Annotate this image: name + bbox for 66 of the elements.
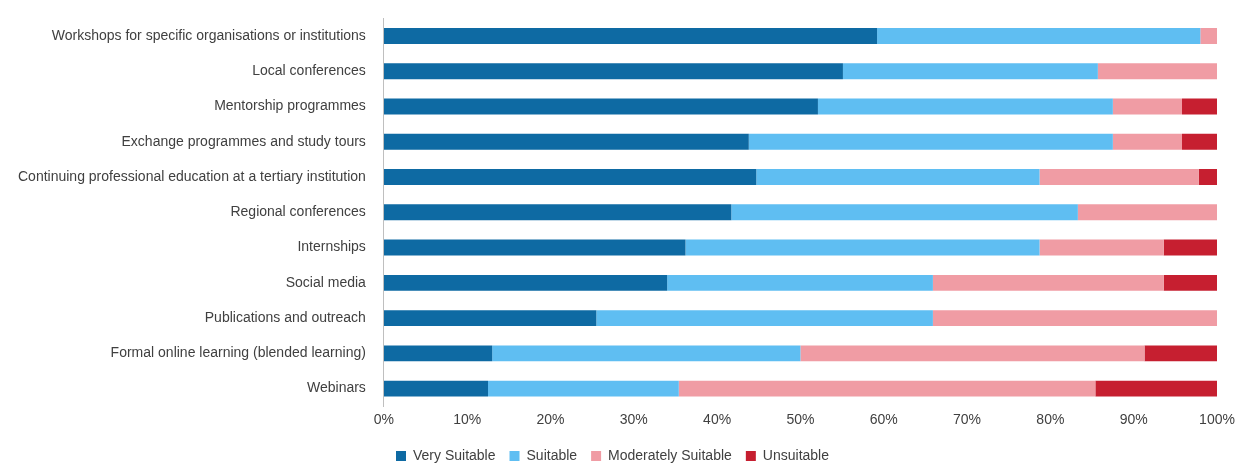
x-tick-label: 60% (869, 411, 898, 428)
bar (383, 204, 732, 221)
bar (383, 380, 489, 397)
y-tick-label: Local conferences (252, 62, 366, 79)
bar (842, 63, 1098, 80)
bar (731, 204, 1078, 221)
legend-label: Moderately Suitable (608, 446, 733, 463)
x-tick-label: 30% (619, 411, 648, 428)
y-tick-label: Exchange programmes and study tours (121, 132, 366, 149)
bar (1200, 28, 1217, 44)
x-tick-label: 100% (1199, 411, 1235, 428)
y-tick-label: Social media (285, 273, 367, 290)
bar (1112, 133, 1183, 150)
x-tick-label: 10% (453, 411, 482, 428)
bar (1198, 169, 1217, 185)
bar (383, 28, 878, 44)
bar (1039, 239, 1164, 256)
bar (817, 98, 1113, 115)
bar (1182, 98, 1217, 115)
y-tick-label: Publications and outreach (204, 308, 366, 325)
y-tick-label: Mentorship programmes (214, 97, 366, 114)
y-tick-label: Internships (297, 238, 366, 255)
bar (1039, 169, 1199, 185)
legend-label: Suitable (526, 446, 578, 463)
bar (877, 28, 1201, 44)
x-tick-label: 80% (1036, 411, 1065, 428)
bar (1097, 63, 1217, 80)
y-tick-label: Webinars (306, 379, 366, 396)
bar (488, 380, 679, 397)
x-tick-label: 50% (786, 411, 815, 428)
bar (383, 169, 757, 185)
bar (383, 98, 818, 115)
y-tick-label: Continuing professional education at a tertiary institution (18, 167, 366, 184)
bar (667, 274, 933, 291)
bar (1144, 345, 1217, 362)
bar (383, 274, 668, 291)
bar (800, 345, 1145, 362)
bar (383, 239, 686, 256)
bar (383, 63, 843, 80)
bar (678, 380, 1096, 397)
bar (383, 133, 749, 150)
bar (756, 169, 1040, 185)
x-tick-label: 20% (536, 411, 565, 428)
y-tick-label: Formal online learning (blended learning) (110, 344, 366, 361)
bar (932, 274, 1164, 291)
x-tick-label: 40% (703, 411, 732, 428)
bar (492, 345, 801, 362)
bar (932, 310, 1217, 326)
bar (1077, 204, 1217, 221)
bar (748, 133, 1113, 150)
x-tick-label: 0% (373, 411, 394, 428)
bar (1182, 133, 1217, 150)
bar (383, 345, 493, 362)
legend-label: Very Suitable (413, 446, 496, 463)
bar (596, 310, 933, 326)
y-tick-label: Workshops for specific organisations or institutions (51, 26, 366, 43)
bar (1163, 274, 1217, 291)
y-tick-label: Regional conferences (230, 203, 366, 220)
bar (1112, 98, 1183, 115)
bar (1163, 239, 1217, 256)
x-tick-label: 90% (1119, 411, 1148, 428)
legend-label: Unsuitable (762, 446, 830, 463)
bar (1095, 380, 1217, 397)
bar (685, 239, 1040, 256)
bar (383, 310, 597, 326)
x-tick-label: 70% (953, 411, 982, 428)
